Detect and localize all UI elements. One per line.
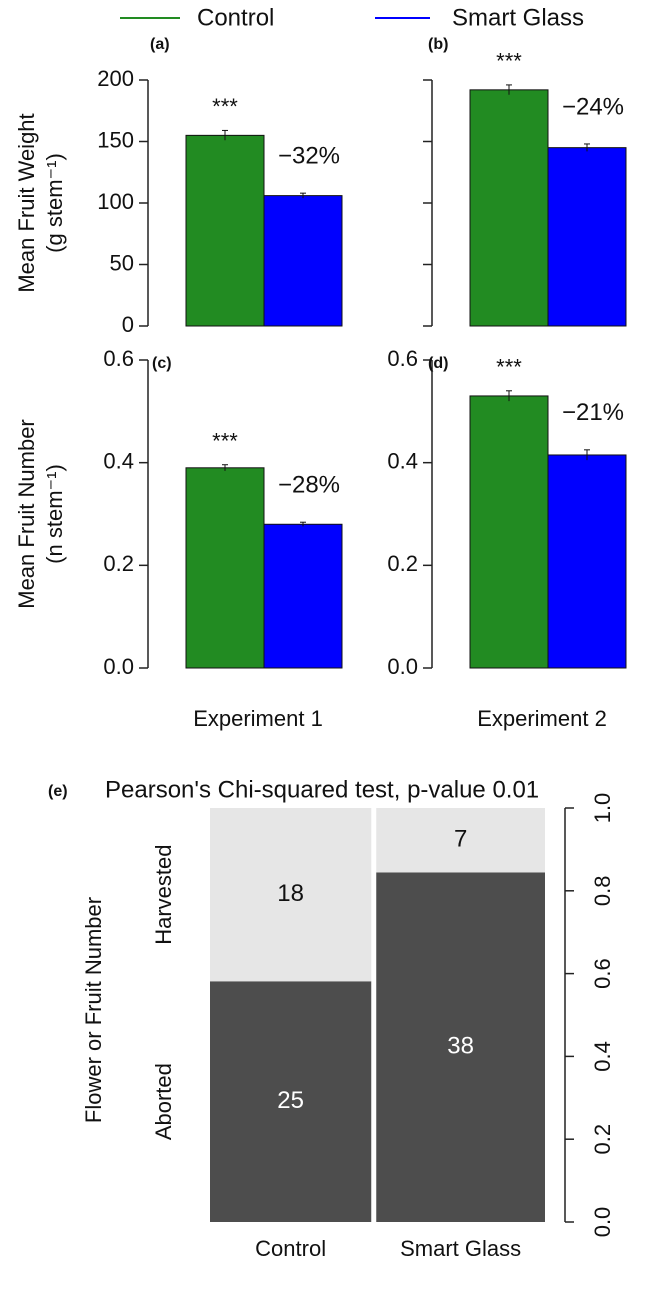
- bar: [185, 467, 265, 669]
- change-label: −21%: [562, 399, 624, 426]
- row-label: Aborted: [151, 1063, 176, 1140]
- y-tick-label: 0.0: [103, 654, 134, 679]
- y-axis-title: Flower or Fruit Number: [81, 897, 106, 1123]
- bar: [547, 147, 627, 327]
- mosaic-cell: [210, 981, 372, 1222]
- change-label: −24%: [562, 93, 624, 120]
- bar: [547, 454, 627, 669]
- panel-label: (e): [48, 783, 68, 800]
- bar: [263, 523, 343, 669]
- legend-label: Smart Glass: [452, 4, 584, 31]
- y-tick-label: 0.0: [387, 654, 418, 679]
- y-axis-title: Mean Fruit Weight: [14, 113, 39, 292]
- y-tick-label: 0.6: [387, 346, 418, 371]
- panel-label: (c): [152, 355, 172, 372]
- cell-label: 25: [277, 1087, 304, 1114]
- y-axis-title: Mean Fruit Number: [14, 419, 39, 609]
- x-tick-label: Control: [255, 1236, 326, 1261]
- y-tick-label: 0.4: [590, 1041, 615, 1072]
- significance: ***: [496, 49, 522, 74]
- y-tick-label: 0.6: [590, 958, 615, 989]
- panel-label: (a): [150, 36, 170, 53]
- chart-title: Pearson's Chi-squared test, p-value 0.01: [105, 776, 539, 803]
- y-tick-label: 1.0: [590, 793, 615, 824]
- bar: [469, 395, 549, 669]
- cell-label: 18: [277, 880, 304, 907]
- x-tick-label: Smart Glass: [400, 1236, 521, 1261]
- y-tick-label: 0.8: [590, 876, 615, 907]
- legend-label: Control: [197, 4, 274, 31]
- y-axis-title: (n stem⁻¹): [42, 464, 67, 564]
- significance: ***: [212, 94, 238, 119]
- y-tick-label: 0.4: [387, 448, 418, 473]
- x-axis-title: Experiment 2: [477, 706, 607, 731]
- y-tick-label: 100: [97, 189, 134, 214]
- bar: [263, 195, 343, 327]
- y-tick-label: 0.2: [590, 1124, 615, 1155]
- y-axis-title: (g stem⁻¹): [42, 153, 67, 253]
- bar: [185, 134, 265, 327]
- change-label: −32%: [278, 143, 340, 170]
- y-tick-label: 0.0: [590, 1207, 615, 1238]
- y-tick-label: 0.4: [103, 448, 134, 473]
- y-tick-label: 0.2: [387, 551, 418, 576]
- significance: ***: [212, 429, 238, 454]
- y-tick-label: 0: [122, 312, 134, 337]
- y-tick-label: 0.2: [103, 551, 134, 576]
- row-label: Harvested: [151, 845, 176, 945]
- y-tick-label: 50: [110, 250, 134, 275]
- mosaic-cell: [376, 808, 545, 873]
- y-tick-label: 200: [97, 66, 134, 91]
- change-label: −28%: [278, 472, 340, 499]
- mosaic-cell: [210, 808, 372, 982]
- x-axis-title: Experiment 1: [193, 706, 323, 731]
- y-tick-label: 150: [97, 127, 134, 152]
- bar: [469, 89, 549, 327]
- mosaic-cell: [376, 872, 545, 1222]
- significance: ***: [496, 355, 522, 380]
- panel-label: (d): [428, 355, 448, 372]
- cell-label: 7: [454, 826, 467, 853]
- y-tick-label: 0.6: [103, 346, 134, 371]
- panel-label: (b): [428, 36, 448, 53]
- cell-label: 38: [447, 1033, 474, 1060]
